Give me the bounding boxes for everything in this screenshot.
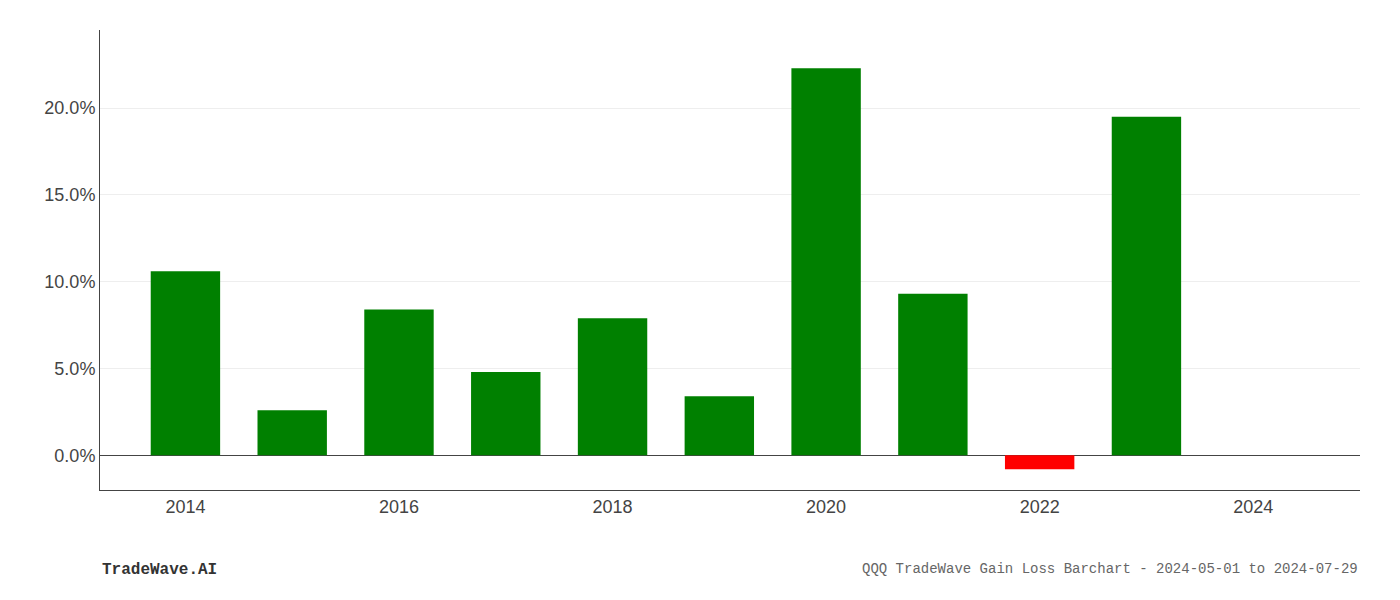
svg-text:10.0%: 10.0%: [44, 272, 95, 292]
svg-text:2018: 2018: [593, 497, 633, 517]
svg-text:15.0%: 15.0%: [44, 185, 95, 205]
svg-text:2020: 2020: [806, 497, 846, 517]
svg-text:TradeWave.AI: TradeWave.AI: [102, 561, 217, 579]
svg-text:5.0%: 5.0%: [54, 359, 95, 379]
svg-text:20.0%: 20.0%: [44, 98, 95, 118]
svg-text:0.0%: 0.0%: [54, 446, 95, 466]
svg-text:QQQ TradeWave Gain Loss Barcha: QQQ TradeWave Gain Loss Barchart - 2024-…: [862, 561, 1358, 577]
svg-text:2022: 2022: [1020, 497, 1060, 517]
svg-text:2024: 2024: [1233, 497, 1273, 517]
svg-text:2016: 2016: [379, 497, 419, 517]
svg-text:2014: 2014: [165, 497, 205, 517]
